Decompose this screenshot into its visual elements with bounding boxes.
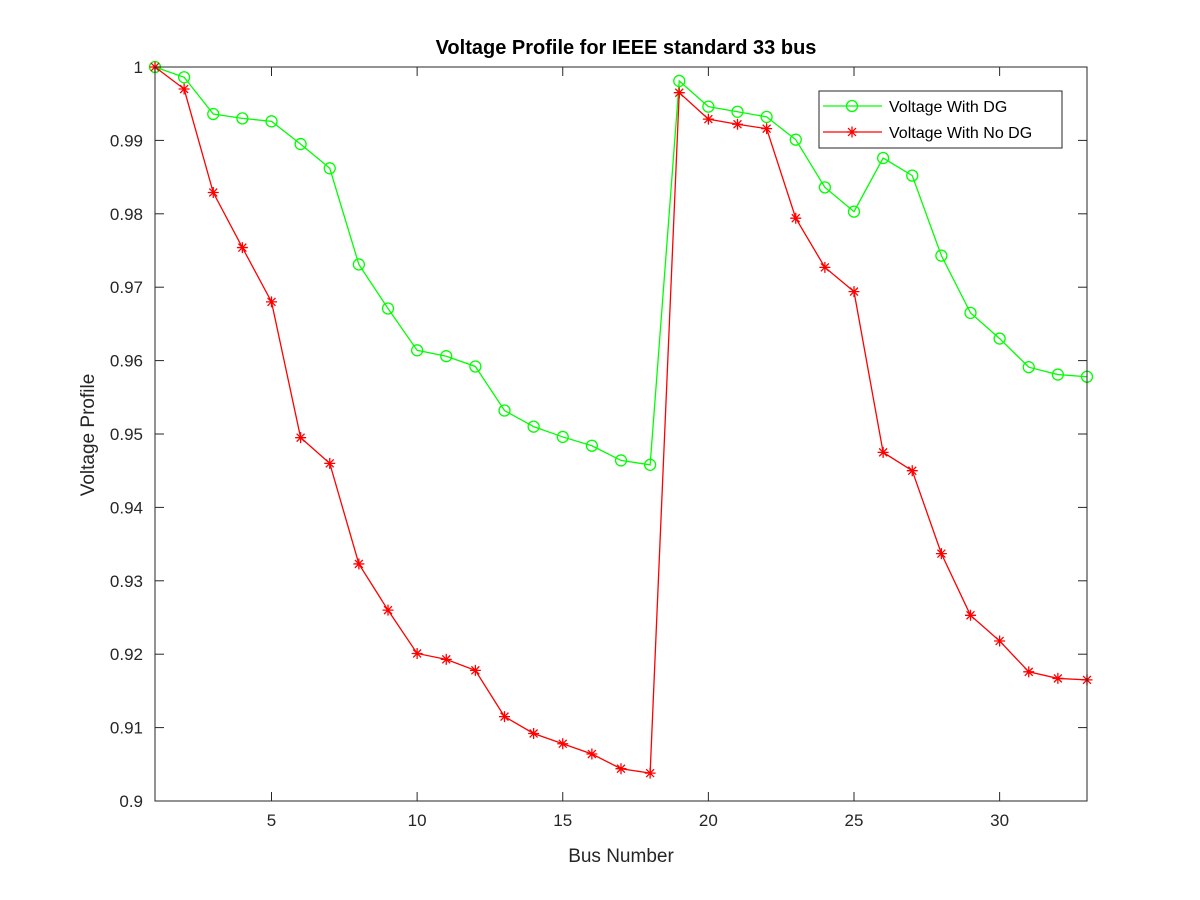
chart-title: Voltage Profile for IEEE standard 33 bus (436, 37, 817, 59)
series-with-dg-point (236, 112, 249, 125)
series-with-dg-point (207, 107, 220, 121)
series-with-dg-point (556, 430, 569, 444)
series-with-dg-point (323, 162, 336, 175)
y-tick-label: 0.94 (110, 498, 143, 517)
series-no-dg-point (732, 118, 743, 130)
series-with-dg-point (410, 344, 424, 357)
series-no-dg-point (557, 738, 569, 750)
series-no-dg-point (382, 604, 394, 616)
series-with-dg-point (906, 169, 919, 182)
series-with-dg-point (177, 71, 191, 84)
series-no-dg-point (790, 212, 802, 224)
legend-entry-no-dg-label: Voltage With No DG (889, 125, 1032, 142)
x-tick-label: 30 (990, 811, 1009, 830)
series-with-dg-point (643, 458, 657, 471)
series-with-dg-point (964, 306, 977, 320)
series-no-dg-point (906, 465, 918, 477)
y-tick-label: 0.96 (110, 352, 143, 371)
series-with-dg-point (847, 205, 861, 218)
axes-background (155, 67, 1087, 801)
series-with-dg-point (993, 332, 1006, 345)
series-no-dg-point (1023, 666, 1035, 678)
series-with-dg-point (702, 100, 715, 113)
y-tick-label: 0.99 (110, 131, 143, 150)
series-no-dg-point (702, 113, 714, 125)
series-no-dg-point (819, 261, 831, 273)
series-with-dg-point (585, 439, 599, 452)
series-no-dg-point (207, 187, 219, 199)
series-no-dg-point (440, 653, 452, 665)
plot-area: 5 10 15 20 25 30 0.9 0.91 0.92 0.93 0.94 0.95 0.96 0.… (110, 58, 1094, 830)
series-no-dg-point (586, 748, 598, 760)
series-no-dg-point (528, 727, 540, 739)
series-with-dg-line (154, 66, 1088, 466)
series-no-dg-point (469, 664, 481, 676)
series-with-dg-point (294, 137, 307, 151)
series-no-dg-point (761, 123, 773, 135)
y-tick-label: 0.9 (119, 792, 143, 811)
x-tick-label: 10 (408, 811, 427, 830)
series-with-dg-point (527, 420, 540, 433)
series-no-dg-point (644, 767, 656, 779)
y-tick-label: 0.97 (110, 278, 143, 297)
legend-entry-no-dg-marker (846, 126, 858, 138)
series-with-dg-point (673, 74, 686, 88)
y-tick-label: 0.95 (110, 425, 143, 444)
series-no-dg-point (935, 548, 947, 560)
legend: Voltage With DG Voltage With No DG (818, 90, 1063, 149)
x-axis-title: Bus Number (568, 846, 674, 867)
series-with-dg-point (352, 258, 366, 271)
series-no-dg-point (324, 457, 336, 469)
series-no-dg-point (1052, 672, 1064, 684)
series-no-dg-point (499, 711, 510, 723)
series-no-dg-point (411, 647, 423, 659)
y-tick-label: 0.98 (110, 205, 143, 224)
series-no-dg-point (295, 432, 307, 444)
x-tick-label: 5 (267, 811, 276, 830)
x-tick-label: 15 (553, 811, 572, 830)
y-tick-label: 0.92 (110, 645, 143, 664)
series-with-dg-point (731, 105, 744, 118)
series-no-dg-point (994, 635, 1006, 647)
x-tick-label: 20 (699, 811, 718, 830)
series-with-dg-point (469, 360, 482, 373)
series-with-dg-point (440, 350, 453, 363)
legend-box (818, 90, 1063, 149)
series-with-dg-point (498, 404, 511, 417)
series-no-dg-point (178, 83, 190, 95)
series-with-dg-point (1022, 361, 1035, 374)
series-no-dg-point (266, 296, 277, 308)
series-no-dg-point (848, 286, 860, 298)
y-tick-label: 1 (134, 58, 143, 77)
series-no-dg-point (673, 87, 685, 99)
series-with-dg-point (381, 302, 395, 315)
legend-entry-with-dg-marker (845, 99, 859, 113)
series-no-dg-point (615, 763, 627, 775)
series-no-dg-point (877, 446, 889, 458)
series-with-dg-point (818, 181, 832, 194)
series-with-dg-point (876, 151, 890, 165)
y-tick-label: 0.91 (110, 719, 143, 738)
series-with-dg-point (760, 110, 773, 124)
y-axis-title: Voltage Profile (78, 374, 99, 497)
series-no-dg-point (353, 558, 365, 570)
series-no-dg-point (965, 609, 976, 621)
legend-entry-with-dg-label: Voltage With DG (889, 99, 1007, 116)
series-with-dg-point (935, 249, 948, 262)
series-with-dg-point (789, 133, 802, 146)
series-with-dg-point (614, 454, 628, 467)
series-with-dg-point (265, 115, 278, 128)
series-with-dg-point (1051, 368, 1065, 381)
axes-box (154, 66, 1088, 802)
x-tick-label: 25 (845, 811, 864, 830)
y-tick-label: 0.93 (110, 572, 143, 591)
series-no-dg-point (236, 242, 248, 254)
